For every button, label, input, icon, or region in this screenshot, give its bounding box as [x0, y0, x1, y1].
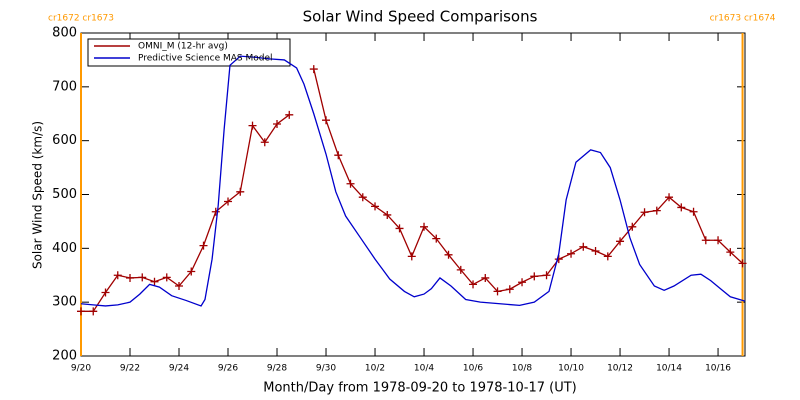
- x-tick-label: 10/14: [656, 364, 682, 374]
- data-point: [113, 271, 122, 280]
- data-point: [407, 252, 416, 261]
- data-point: [383, 210, 392, 219]
- data-point: [77, 307, 85, 316]
- y-tick-label: 600: [52, 133, 77, 148]
- x-tick-label: 10/6: [463, 364, 483, 374]
- data-point: [493, 287, 502, 296]
- data-point: [591, 247, 600, 256]
- data-point: [224, 197, 233, 206]
- x-tick-label: 10/2: [365, 364, 385, 374]
- data-point: [322, 116, 331, 125]
- data-point: [187, 267, 196, 276]
- data-point: [554, 255, 563, 264]
- data-point: [689, 207, 698, 216]
- data-point: [285, 110, 294, 119]
- data-point: [334, 151, 343, 160]
- y-tick-label: 800: [52, 26, 77, 41]
- data-point: [542, 271, 551, 280]
- data-point: [579, 242, 588, 251]
- data-point: [701, 236, 710, 245]
- data-point: [616, 237, 625, 246]
- x-axis-label: Month/Day from 1978-09-20 to 1978-10-17 …: [263, 381, 576, 396]
- x-tick-label: 10/10: [558, 364, 584, 374]
- y-tick-label: 700: [52, 79, 77, 94]
- x-tick-label: 9/22: [120, 364, 140, 374]
- data-point: [640, 208, 649, 217]
- data-point: [236, 187, 245, 196]
- data-point: [248, 121, 257, 130]
- data-point: [628, 222, 637, 231]
- x-tick-label: 9/30: [316, 364, 336, 374]
- data-point: [738, 259, 747, 268]
- data-point: [518, 278, 527, 287]
- x-tick-label: 9/20: [71, 364, 91, 374]
- legend-label: Predictive Science MAS Model: [138, 54, 273, 64]
- data-point: [371, 202, 380, 211]
- y-tick-label: 200: [52, 349, 77, 364]
- y-tick-label: 300: [52, 295, 77, 310]
- data-point: [469, 280, 478, 289]
- data-point: [260, 138, 269, 147]
- y-tick-label: 500: [52, 187, 77, 202]
- series-line: [81, 114, 290, 312]
- data-point: [273, 119, 282, 128]
- chart-title: Solar Wind Speed Comparisons: [303, 8, 538, 26]
- data-point: [162, 273, 171, 282]
- data-point: [603, 252, 612, 261]
- data-point: [714, 236, 723, 245]
- data-point: [505, 285, 514, 294]
- x-tick-label: 9/26: [218, 364, 238, 374]
- data-point: [456, 265, 465, 274]
- data-point: [211, 207, 220, 216]
- x-tick-label: 9/28: [267, 364, 287, 374]
- data-point: [150, 277, 159, 286]
- x-tick-label: 10/16: [705, 364, 731, 374]
- x-tick-label: 9/24: [169, 364, 189, 374]
- series-line: [80, 55, 746, 307]
- carrington-label: cr1672 cr1673: [48, 14, 114, 24]
- legend-label: OMNI_M (12-hr avg): [138, 42, 228, 52]
- series-line: [313, 68, 743, 293]
- data-point: [481, 273, 490, 282]
- legend-box: [87, 38, 291, 67]
- carrington-label: cr1673 cr1674: [710, 14, 776, 24]
- data-point: [175, 282, 184, 291]
- data-point: [358, 193, 367, 202]
- data-point: [126, 273, 135, 282]
- x-tick-label: 10/12: [607, 364, 633, 374]
- y-tick-label: 400: [52, 241, 77, 256]
- data-point: [346, 179, 355, 188]
- data-point: [101, 288, 110, 297]
- data-point: [444, 250, 453, 259]
- data-point: [665, 193, 674, 202]
- y-axis-label: Solar Wind Speed (km/s): [31, 121, 45, 269]
- data-point: [726, 248, 735, 257]
- data-point: [567, 249, 576, 258]
- data-point: [138, 273, 147, 282]
- data-point: [652, 206, 661, 215]
- x-tick-label: 10/8: [512, 364, 532, 374]
- data-point: [420, 222, 429, 231]
- data-point: [89, 307, 98, 316]
- data-point: [432, 234, 441, 243]
- data-point: [199, 241, 208, 250]
- data-point: [530, 272, 539, 281]
- data-point: [309, 65, 318, 74]
- x-tick-label: 10/4: [414, 364, 434, 374]
- data-point: [395, 224, 404, 233]
- data-point: [677, 203, 686, 212]
